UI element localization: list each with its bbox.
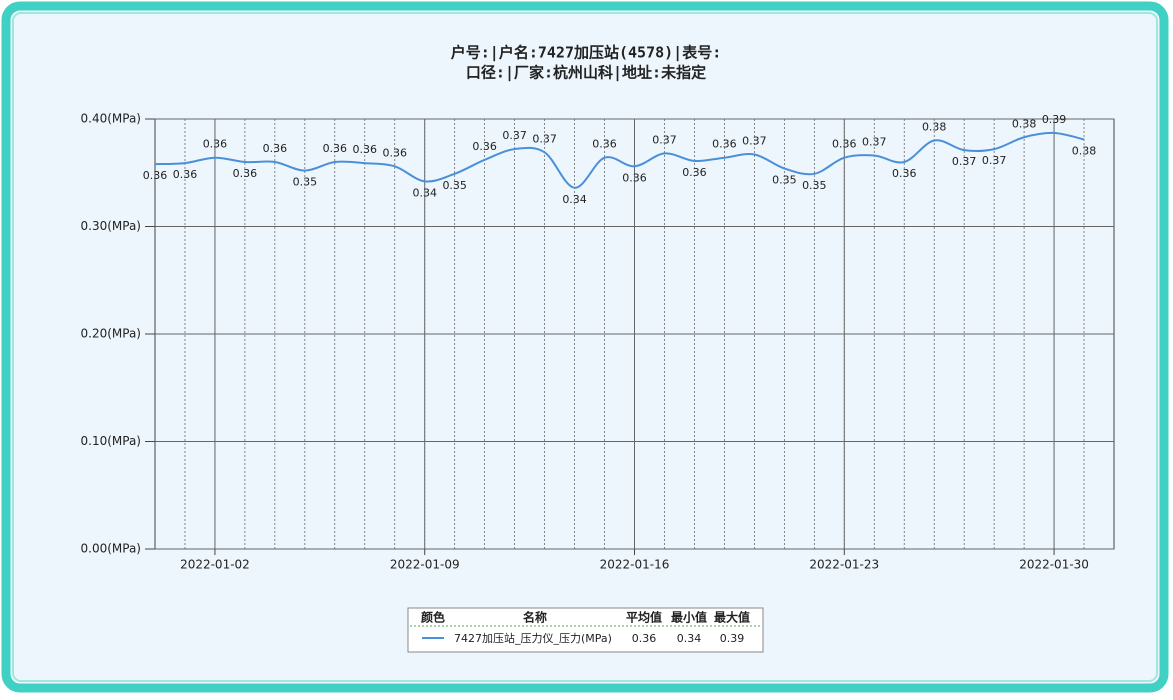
data-label: 0.37	[982, 154, 1007, 167]
data-label: 0.36	[203, 138, 228, 151]
data-label: 0.35	[293, 176, 318, 189]
data-label: 0.36	[143, 169, 168, 182]
data-label: 0.36	[263, 142, 288, 155]
x-tick-label: 2022-01-16	[600, 558, 670, 572]
legend-stat: 0.36	[632, 632, 657, 645]
y-tick-label: 0.30(MPa)	[81, 219, 142, 233]
legend-header: 最大值	[714, 610, 750, 625]
y-tick-label: 0.40(MPa)	[81, 112, 142, 126]
legend-box	[407, 607, 764, 653]
data-label: 0.39	[1042, 113, 1067, 126]
chart-title: 口径:|厂家:杭州山科|地址:未指定	[466, 64, 706, 83]
legend-header: 名称	[523, 610, 547, 625]
series-line	[154, 131, 1085, 189]
legend-name: 7427加压站_压力仪_压力(MPa)	[454, 631, 612, 645]
data-label: 0.34	[562, 193, 587, 206]
data-label: 0.38	[1072, 144, 1097, 157]
legend-stat: 0.39	[720, 632, 745, 645]
data-label: 0.37	[532, 132, 557, 145]
data-label: 0.36	[173, 168, 198, 181]
legend-header: 颜色	[421, 610, 445, 625]
legend-stat: 0.34	[677, 632, 702, 645]
data-label: 0.36	[682, 166, 707, 179]
legend-header: 平均值	[626, 610, 662, 625]
data-label: 0.34	[412, 186, 437, 199]
legend-header: 最小值	[671, 610, 707, 625]
data-label: 0.37	[742, 134, 767, 147]
data-label: 0.36	[832, 138, 857, 151]
chart-title: 户号:|户名:7427加压站(4578)|表号:	[451, 44, 721, 63]
data-label: 0.37	[952, 155, 977, 168]
frame-inner	[12, 12, 1158, 682]
data-label: 0.36	[323, 142, 348, 155]
data-label: 0.36	[472, 140, 497, 153]
data-label: 0.35	[772, 173, 797, 186]
data-label: 0.37	[502, 129, 527, 142]
x-tick-label: 2022-01-23	[809, 558, 879, 572]
y-tick-label: 0.10(MPa)	[81, 434, 142, 448]
data-label: 0.36	[592, 138, 617, 151]
y-tick-label: 0.00(MPa)	[81, 542, 142, 556]
data-label: 0.36	[622, 171, 647, 184]
x-tick-label: 2022-01-09	[390, 558, 460, 572]
data-label: 0.36	[712, 138, 737, 151]
y-tick-label: 0.20(MPa)	[81, 327, 142, 341]
data-label: 0.35	[442, 179, 467, 192]
data-label: 0.37	[652, 133, 677, 146]
data-label: 0.36	[383, 146, 408, 159]
data-label: 0.36	[233, 167, 258, 180]
data-label: 0.36	[892, 167, 917, 180]
x-tick-label: 2022-01-30	[1019, 558, 1089, 572]
data-label: 0.38	[1012, 117, 1037, 130]
data-label: 0.38	[922, 121, 947, 134]
data-label: 0.36	[353, 143, 378, 156]
x-tick-label: 2022-01-02	[180, 558, 250, 572]
data-label: 0.35	[802, 179, 827, 192]
data-label: 0.37	[862, 136, 887, 149]
